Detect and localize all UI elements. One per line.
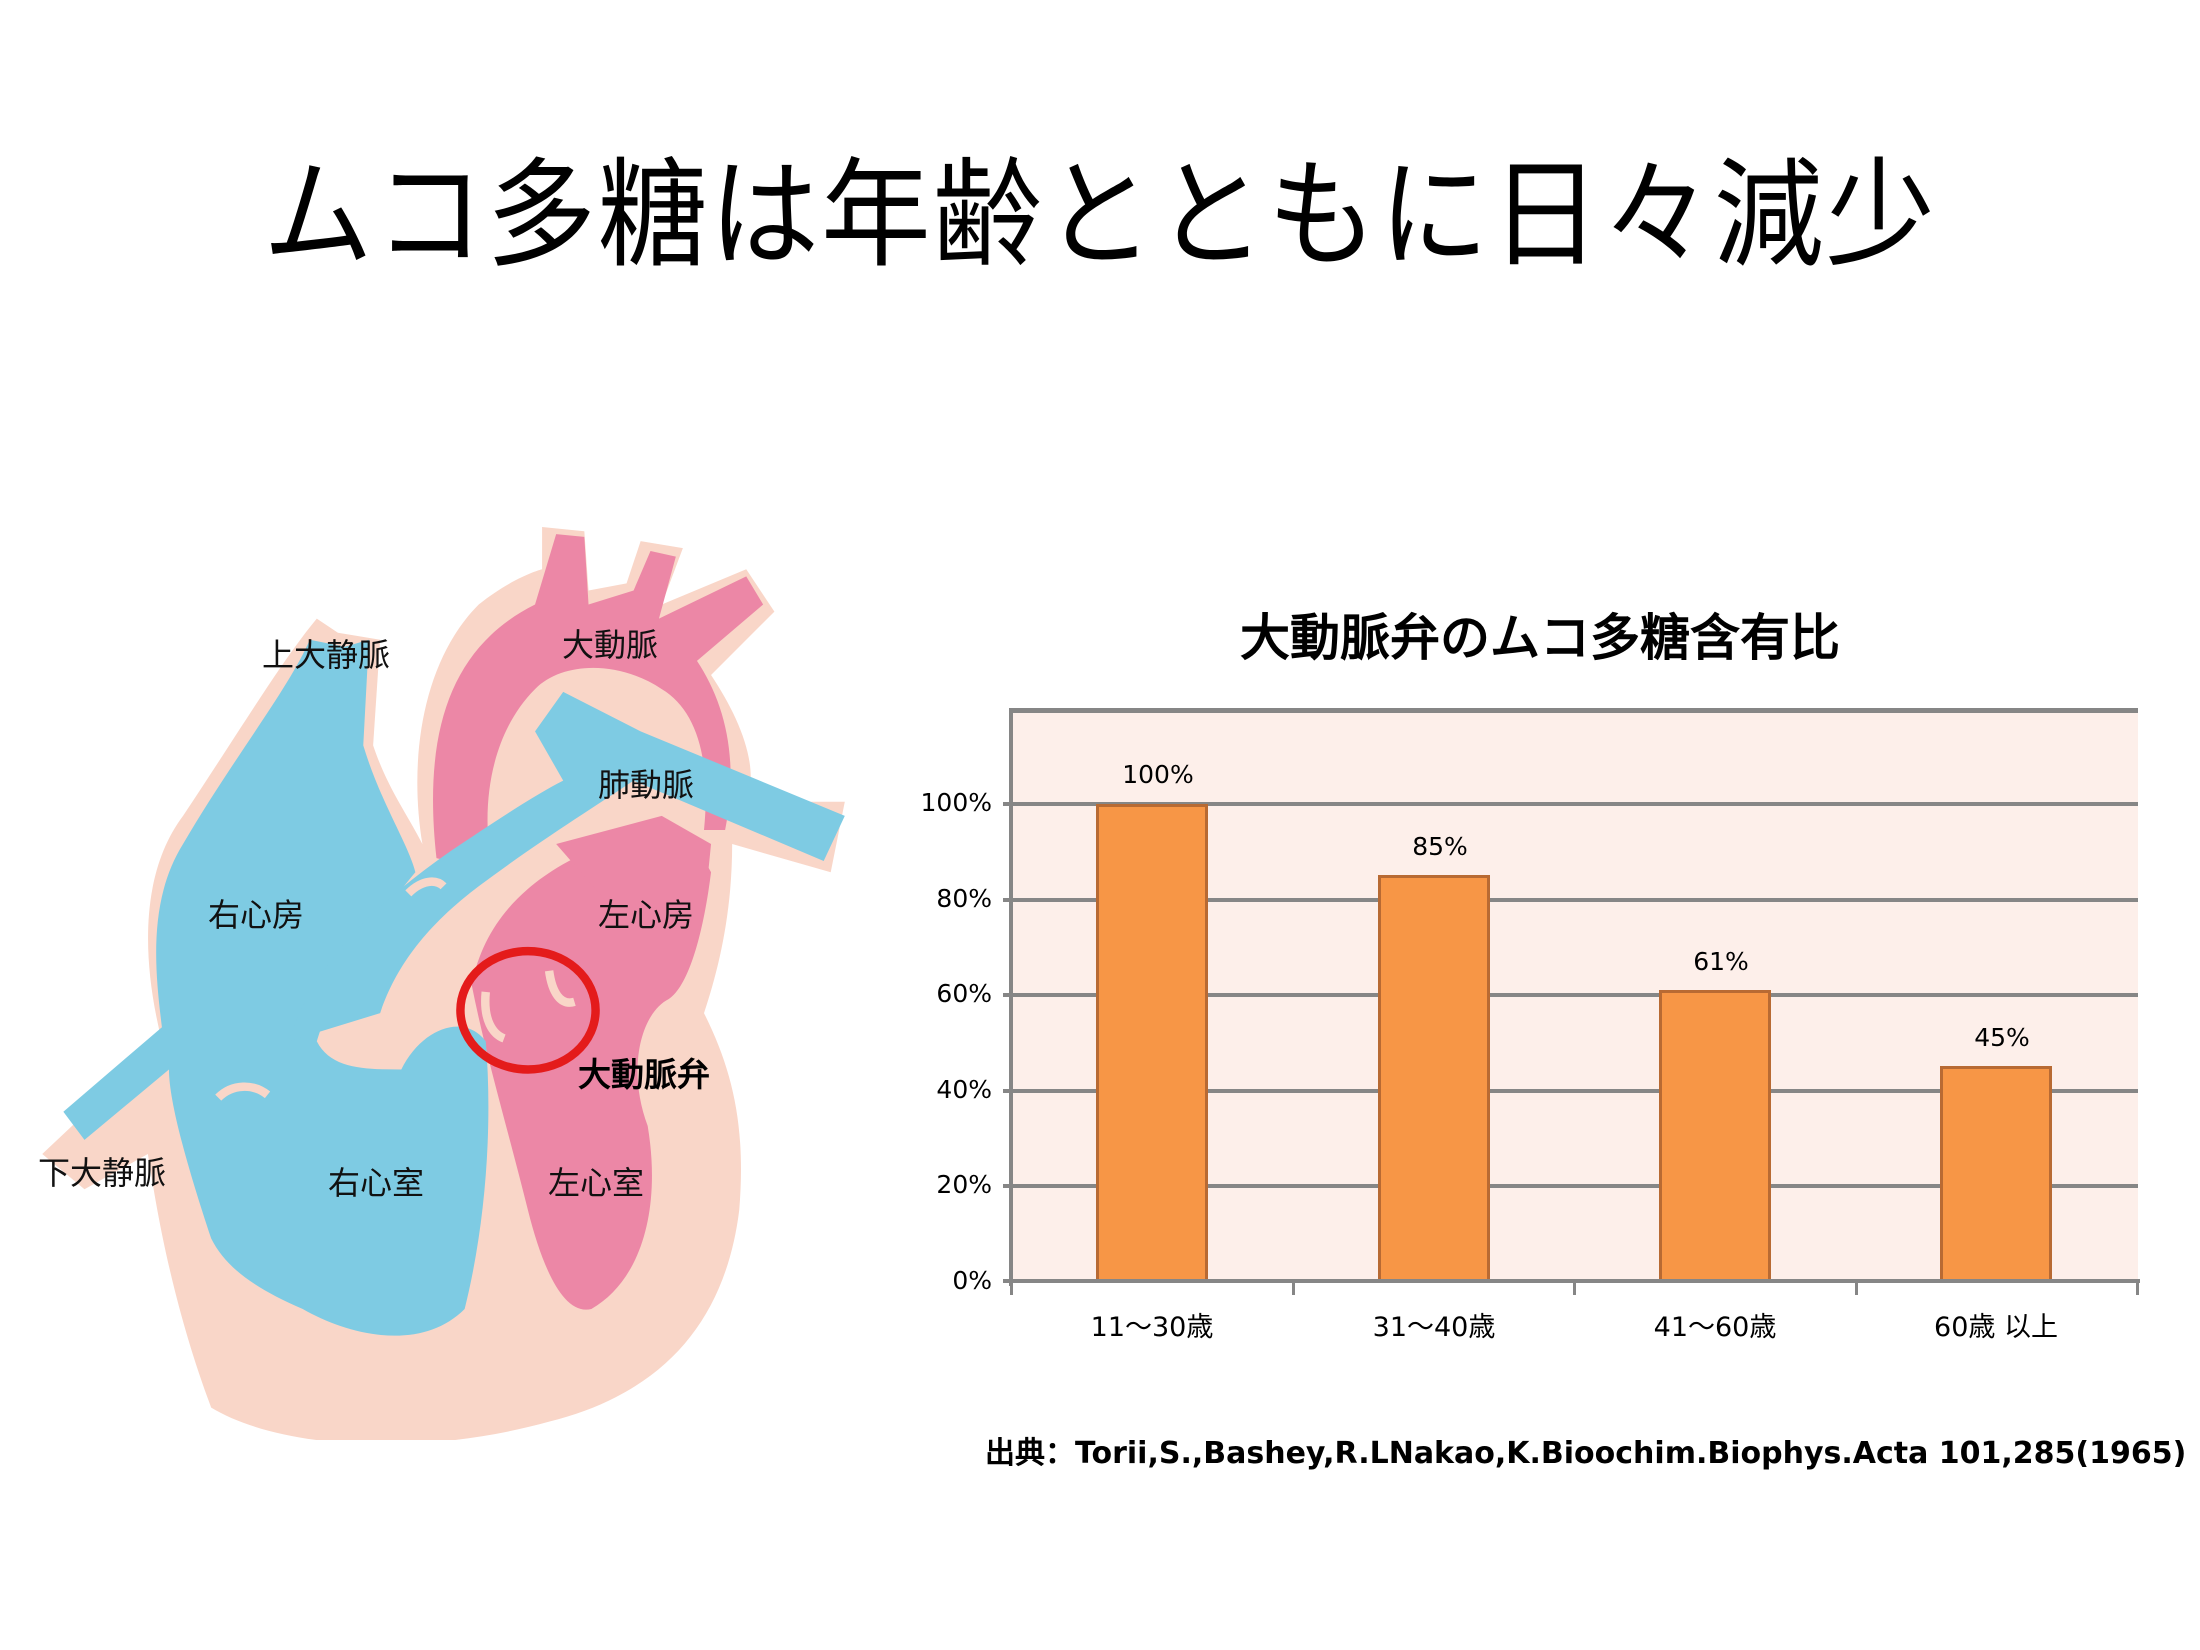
- label-aortic-valve: 大動脈弁: [578, 1055, 710, 1094]
- y-tick-label: 100%: [920, 788, 992, 817]
- y-tick-label: 20%: [936, 1170, 992, 1199]
- data-label: 61%: [1693, 947, 1749, 976]
- bar-31-40: [1378, 875, 1490, 1281]
- aortic-valve-highlight: [456, 946, 600, 1074]
- y-tick-label: 40%: [936, 1075, 992, 1104]
- source-citation: 出典：Torii,S.,Bashey,R.LNakao,K.Bioochim.B…: [985, 1436, 2187, 1471]
- label-pulmonary-artery: 肺動脈: [598, 766, 695, 804]
- x-tick: [1010, 1283, 1013, 1295]
- bar-11-30: [1096, 804, 1208, 1281]
- heart-diagram: 上大静脈 大動脈 肺動脈 右心房 左心房 大動脈弁 下大静脈 右心室 左心室: [0, 520, 880, 1445]
- bar-60-plus: [1940, 1066, 2052, 1281]
- x-category-label: 31～40歳: [1372, 1312, 1496, 1343]
- bar-41-60: [1659, 990, 1771, 1281]
- y-tick-label: 60%: [936, 979, 992, 1008]
- label-aorta: 大動脈: [562, 626, 659, 664]
- gridline-40: [1003, 1089, 2138, 1093]
- label-right-ventricle: 右心室: [328, 1164, 425, 1202]
- label-left-ventricle: 左心室: [548, 1164, 645, 1202]
- slide-title: ムコ多糖は年齢とともに日々減少: [262, 146, 1937, 284]
- data-label: 45%: [1974, 1023, 2030, 1052]
- x-tick: [2136, 1283, 2139, 1295]
- label-superior-vena-cava: 上大静脈: [262, 636, 391, 674]
- gridline-80: [1003, 898, 2138, 902]
- y-tick-label: 80%: [936, 884, 992, 913]
- y-tick-label: 0%: [952, 1266, 992, 1295]
- x-category-label: 41～60歳: [1653, 1312, 1777, 1343]
- gridline-100: [1003, 802, 2138, 806]
- chart-title: 大動脈弁のムコ多糖含有比: [1240, 609, 1840, 667]
- gridline-60: [1003, 993, 2138, 997]
- gridline-20: [1003, 1184, 2138, 1188]
- x-tick: [1855, 1283, 1858, 1295]
- label-inferior-vena-cava: 下大静脈: [38, 1154, 167, 1192]
- y-axis: [1009, 708, 1013, 1286]
- label-left-atrium: 左心房: [598, 896, 695, 934]
- x-category-label: 60歳 以上: [1934, 1312, 2058, 1343]
- data-label: 100%: [1122, 760, 1194, 789]
- data-label: 85%: [1412, 832, 1468, 861]
- x-axis: [1003, 1279, 2140, 1283]
- label-right-atrium: 右心房: [208, 896, 305, 934]
- heart-illustration: [42, 527, 845, 1445]
- x-category-label: 11～30歳: [1090, 1312, 1214, 1343]
- x-tick: [1292, 1283, 1295, 1295]
- x-tick: [1573, 1283, 1576, 1295]
